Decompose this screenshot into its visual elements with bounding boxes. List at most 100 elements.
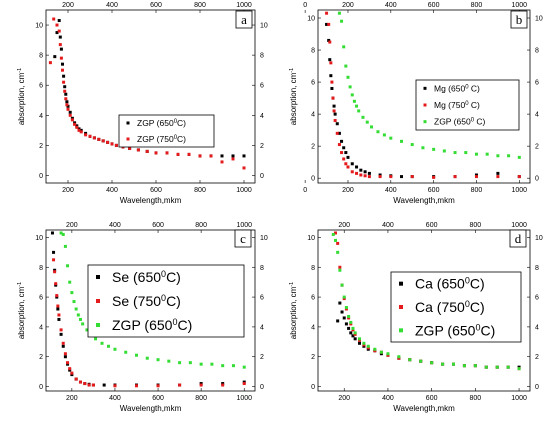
- series-2: [337, 11, 521, 159]
- data-point: [338, 268, 342, 272]
- data-point: [79, 130, 83, 134]
- data-point: [361, 115, 365, 119]
- y-axis-title: absorption, cm-1: [289, 282, 298, 339]
- panel-letter-box: [234, 229, 252, 248]
- legend-label-suffix: C): [474, 117, 486, 127]
- x-tick-label-top: 200: [342, 2, 354, 9]
- data-point: [61, 232, 65, 236]
- data-point: [365, 120, 369, 124]
- data-point: [178, 361, 182, 365]
- data-point: [78, 317, 82, 321]
- data-point: [97, 137, 101, 141]
- x-tick-label-top: 600: [426, 222, 438, 229]
- x-tick-label: 400: [109, 395, 121, 402]
- data-point: [337, 143, 341, 147]
- data-point: [379, 350, 383, 354]
- data-point: [338, 301, 342, 305]
- data-point: [332, 109, 336, 113]
- data-point: [329, 74, 333, 78]
- legend-label-name: Ca (650: [415, 276, 465, 292]
- data-point: [367, 175, 371, 179]
- legend-label-sup: 0: [465, 276, 470, 286]
- y-tick-label: 4: [311, 112, 315, 119]
- data-point: [61, 344, 65, 348]
- data-point: [156, 358, 160, 362]
- legend-label: ZGP (6500C): [112, 317, 192, 333]
- data-point: [325, 22, 329, 26]
- legend-marker: [399, 281, 403, 286]
- x-tick-label: 400: [382, 395, 394, 402]
- data-point: [347, 314, 351, 318]
- data-point: [336, 319, 340, 323]
- data-point: [484, 365, 488, 369]
- x-tick-label-top: 400: [385, 2, 397, 9]
- data-point: [52, 250, 56, 254]
- data-point: [74, 307, 78, 311]
- data-point: [453, 175, 457, 179]
- x-tick-label-top: 800: [194, 2, 206, 9]
- legend-label: Se (6500C): [112, 269, 181, 285]
- data-point: [242, 166, 246, 170]
- data-point: [75, 125, 79, 129]
- y-axis-title-sup: -1: [289, 68, 295, 73]
- data-point: [378, 173, 382, 177]
- legend-label-name: ZGP (650: [137, 118, 174, 128]
- data-point: [358, 337, 362, 341]
- y-tick-label: 0: [39, 384, 43, 391]
- data-point: [376, 130, 380, 134]
- data-point: [53, 55, 57, 59]
- data-point: [198, 154, 202, 158]
- data-point: [363, 174, 367, 178]
- data-point: [221, 383, 225, 387]
- data-point: [65, 103, 69, 107]
- data-point: [57, 317, 61, 321]
- data-point: [64, 92, 68, 96]
- legend-label-name: Se (750: [112, 293, 161, 309]
- y-tick-label: 8: [39, 265, 43, 272]
- data-point: [452, 362, 456, 366]
- x-tick-label: 800: [194, 187, 206, 194]
- data-point: [52, 258, 56, 262]
- series-1: [48, 17, 246, 170]
- data-point: [333, 238, 337, 242]
- y-tick-label: 6: [311, 80, 315, 87]
- data-point: [495, 365, 499, 369]
- data-point: [335, 122, 339, 126]
- data-point: [408, 358, 412, 362]
- data-point: [136, 148, 140, 152]
- data-point: [333, 231, 337, 235]
- y-tick-label-right: 8: [260, 53, 264, 60]
- legend-label-suffix: C): [480, 322, 495, 338]
- y-axis-title-text: absorption, cm: [17, 286, 26, 339]
- data-point: [56, 304, 60, 308]
- data-point: [363, 170, 367, 174]
- data-point: [79, 128, 83, 132]
- data-point: [68, 110, 72, 114]
- data-point: [70, 118, 74, 122]
- plot-frame: [45, 229, 256, 392]
- x-tick-label-top: 1000: [236, 2, 252, 9]
- data-point: [335, 131, 339, 135]
- data-point: [353, 331, 357, 335]
- data-point: [77, 128, 81, 132]
- data-point: [359, 173, 363, 177]
- data-point: [59, 56, 63, 60]
- x-tick-label: 1000: [236, 187, 252, 194]
- data-point: [348, 85, 352, 89]
- data-point: [55, 294, 59, 298]
- data-point: [91, 383, 95, 387]
- data-point: [65, 100, 69, 104]
- y-tick-label-right: 10: [535, 235, 543, 242]
- data-point: [85, 328, 89, 332]
- data-point: [342, 295, 346, 299]
- data-point: [400, 139, 404, 143]
- data-point: [419, 359, 423, 363]
- data-point: [336, 250, 340, 254]
- legend-box: [118, 114, 215, 148]
- x-tick-label: 200: [342, 187, 354, 194]
- data-point: [355, 171, 359, 175]
- panel-letter: d: [515, 231, 522, 246]
- data-point: [473, 364, 477, 368]
- data-point: [68, 113, 72, 117]
- data-point: [66, 104, 70, 108]
